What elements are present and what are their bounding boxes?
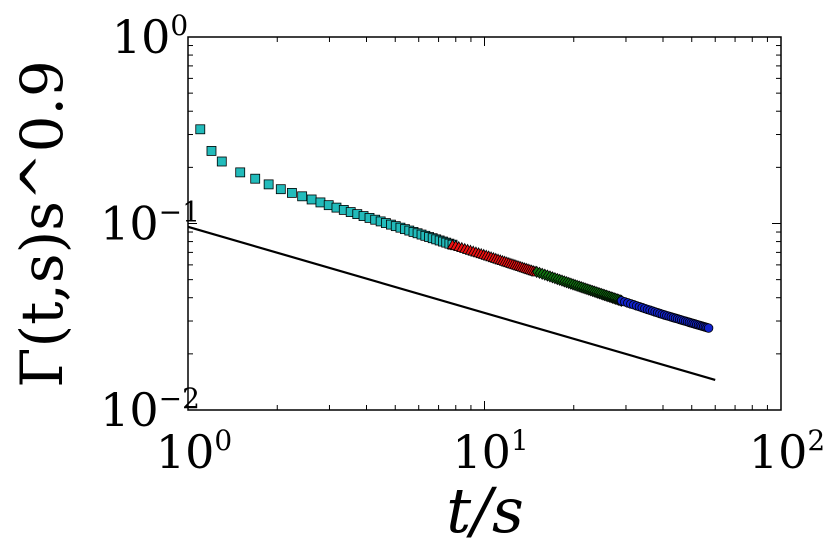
data-point-square [195,124,206,135]
data-point-square [315,197,326,208]
plot-area [187,124,716,381]
tick-marks [187,37,782,411]
x-axis-label: t/s [446,474,524,547]
data-point-square [206,146,217,156]
x-tick-label: 100 [156,424,232,479]
data-point-square [297,191,308,202]
y-tick-label: 10−2 [100,382,200,437]
data-point-square [250,173,261,184]
data-point-square [306,194,317,205]
tick-labels: 100 101 102 10−2 10−1 100 [100,9,825,479]
data-point-square [275,184,286,195]
y-axis-label: Γ(t,s)s^0.9 [8,60,76,388]
reference-line [187,225,716,381]
data-point-circle [703,323,714,333]
x-tick-label: 102 [749,424,825,479]
y-tick-label: 10−1 [100,196,200,251]
plot-frame [187,36,782,411]
x-tick-label: 101 [452,424,528,479]
y-tick-label: 100 [112,9,188,64]
data-point-square [235,167,246,178]
data-point-square [263,179,274,190]
data-point-square [216,156,227,167]
data-point-square [287,187,297,198]
